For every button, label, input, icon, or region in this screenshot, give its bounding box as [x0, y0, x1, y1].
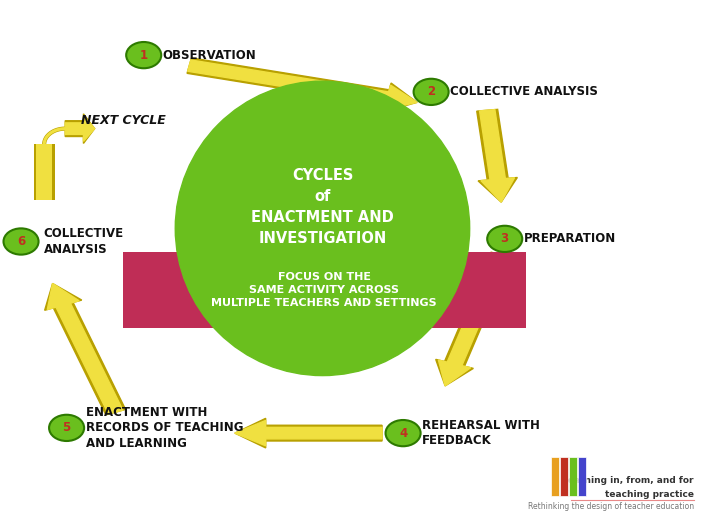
Text: 5: 5 — [62, 422, 71, 434]
FancyArrow shape — [188, 60, 417, 110]
Circle shape — [4, 228, 39, 255]
Circle shape — [487, 226, 522, 252]
Text: Rethinking the design of teacher education: Rethinking the design of teacher educati… — [528, 502, 694, 511]
FancyBboxPatch shape — [551, 457, 559, 496]
Text: REHEARSAL WITH
FEEDBACK: REHEARSAL WITH FEEDBACK — [422, 419, 540, 447]
Text: 2: 2 — [427, 86, 435, 98]
Circle shape — [49, 415, 84, 441]
FancyBboxPatch shape — [569, 457, 577, 496]
Text: COLLECTIVE ANALYSIS: COLLECTIVE ANALYSIS — [450, 86, 598, 98]
Text: PREPARATION: PREPARATION — [524, 233, 616, 245]
Text: NEXT CYCLE: NEXT CYCLE — [81, 114, 165, 127]
FancyArrow shape — [45, 284, 125, 415]
FancyArrow shape — [187, 58, 417, 112]
FancyBboxPatch shape — [560, 457, 568, 496]
FancyArrow shape — [479, 110, 515, 202]
Text: CYCLES
of
ENACTMENT AND
INVESTIGATION: CYCLES of ENACTMENT AND INVESTIGATION — [251, 169, 394, 246]
FancyBboxPatch shape — [34, 144, 55, 200]
Text: COLLECTIVE
ANALYSIS: COLLECTIVE ANALYSIS — [43, 227, 123, 256]
FancyArrow shape — [235, 421, 382, 446]
FancyBboxPatch shape — [36, 144, 52, 200]
Text: 1: 1 — [139, 49, 148, 61]
Text: OBSERVATION: OBSERVATION — [163, 49, 257, 61]
FancyArrow shape — [477, 109, 517, 202]
FancyArrow shape — [65, 116, 95, 141]
Text: Learning in, from, and for: Learning in, from, and for — [562, 476, 694, 485]
Text: 4: 4 — [399, 427, 407, 439]
Circle shape — [386, 420, 421, 446]
Circle shape — [126, 42, 161, 68]
Text: teaching practice: teaching practice — [605, 490, 694, 499]
Text: FOCUS ON THE
SAME ACTIVITY ACROSS
MULTIPLE TEACHERS AND SETTINGS: FOCUS ON THE SAME ACTIVITY ACROSS MULTIP… — [212, 272, 437, 308]
FancyArrow shape — [436, 252, 511, 386]
Ellipse shape — [175, 81, 470, 375]
Text: ENACTMENT WITH
RECORDS OF TEACHING
AND LEARNING: ENACTMENT WITH RECORDS OF TEACHING AND L… — [86, 406, 243, 450]
Text: 3: 3 — [501, 233, 509, 245]
FancyArrow shape — [65, 114, 95, 143]
Circle shape — [414, 79, 449, 105]
FancyArrow shape — [235, 418, 382, 448]
FancyArrow shape — [47, 284, 123, 414]
FancyBboxPatch shape — [123, 252, 526, 328]
FancyBboxPatch shape — [578, 457, 586, 496]
Text: 6: 6 — [17, 235, 25, 248]
FancyArrow shape — [438, 253, 508, 386]
